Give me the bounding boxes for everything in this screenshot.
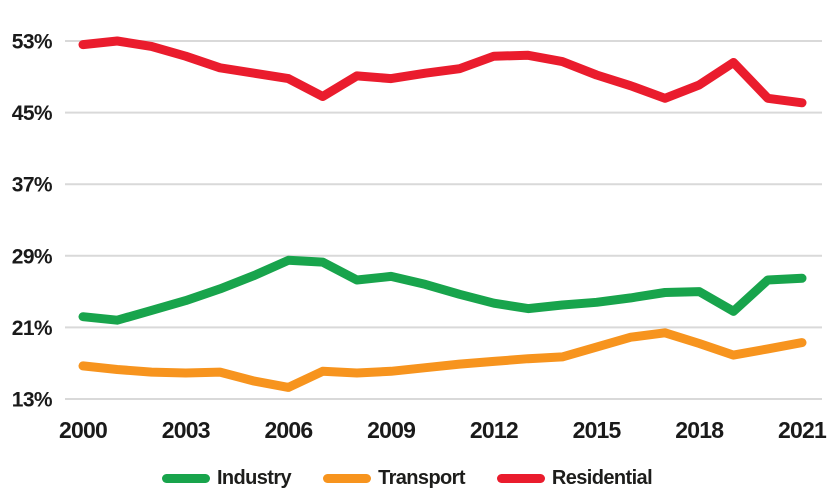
y-axis-tick-label: 21% [12,317,53,340]
x-axis-tick-label: 2015 [573,417,622,443]
legend-item-transport: Transport [323,466,466,490]
industry-line-swatch-icon [161,473,210,483]
residential-line-series [78,36,807,108]
transport-line-swatch-icon [323,473,372,483]
legend-item-industry: Industry [161,466,292,490]
industry-line-series [78,255,807,325]
y-axis-tick-label: 45% [12,102,53,125]
legend-label-residential: Residential [551,466,653,489]
y-axis-tick-label: 13% [12,389,53,412]
legend-item-residential: Residential [496,466,653,490]
x-axis-tick-label: 2018 [675,417,724,443]
legend-label-industry: Industry [216,466,292,489]
x-axis-tick-label: 2012 [470,417,518,443]
legend-label-transport: Transport [378,466,465,489]
y-axis-tick-label: 29% [12,245,53,268]
x-axis-tick-label: 2000 [59,417,107,443]
y-axis-tick-label: 37% [12,174,53,197]
residential-line-swatch-icon [496,473,545,483]
legend: Industry Transport Residential [0,462,814,494]
x-axis-tick-label: 2009 [367,417,415,443]
x-axis-tick-label: 2006 [264,417,312,443]
transport-line-series [78,328,807,392]
y-axis-tick-label: 53% [12,31,53,54]
x-axis-tick-label: 2021 [778,417,827,443]
x-axis-tick-label: 2003 [162,417,210,443]
